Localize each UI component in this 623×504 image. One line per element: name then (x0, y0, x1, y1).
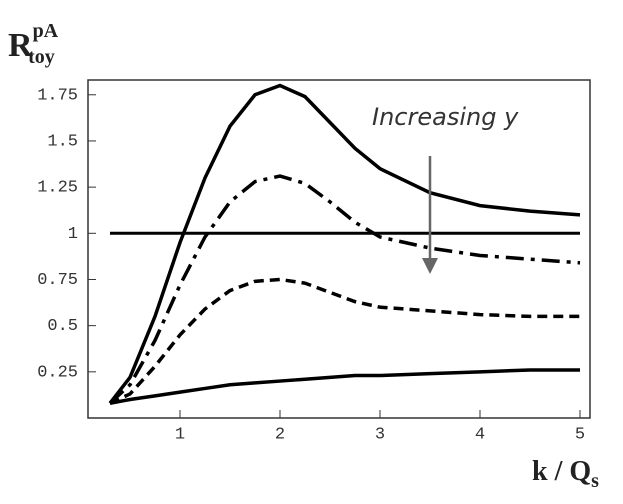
arrow-head (422, 258, 438, 274)
x-tick-label: 4 (475, 425, 485, 444)
frame (87, 79, 591, 419)
series-line (109, 277, 580, 405)
y-label-sub: toy (28, 46, 55, 68)
y-tick-label: 1.5 (47, 132, 78, 151)
y-label-sup: pA (33, 20, 59, 42)
y-tick-label: 0.75 (37, 271, 78, 290)
y-label: RpA toy (8, 20, 59, 68)
y-tick-label: 0.25 (37, 363, 78, 382)
series-line (108, 174, 581, 405)
y-label-main: R (8, 27, 33, 64)
x-label-sub: s (591, 470, 599, 492)
x-tick-label: 2 (275, 425, 285, 444)
y-tick-label: 1.25 (37, 179, 78, 198)
x-label-main: k / Q (532, 456, 591, 487)
series-line (109, 368, 580, 405)
x-label: k / Qs (532, 456, 599, 491)
series-line (108, 83, 581, 405)
x-tick-label: 3 (375, 425, 385, 444)
y-tick-label: 1 (68, 225, 78, 244)
x-tick-label: 1 (175, 425, 185, 444)
x-tick-label: 5 (575, 425, 585, 444)
y-tick-label: 0.5 (47, 317, 78, 336)
y-tick-label: 1.75 (37, 86, 78, 105)
annotation: Increasing y (372, 103, 519, 131)
